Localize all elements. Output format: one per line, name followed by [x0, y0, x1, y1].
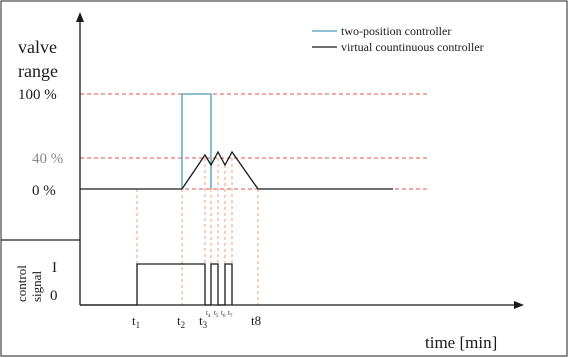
- y-tick-0: 0 %: [32, 183, 56, 199]
- time-label-t5: t5: [214, 309, 219, 319]
- time-label-t7: t7: [228, 309, 233, 319]
- y-tick-100: 100 %: [18, 87, 57, 103]
- control-signal-curve: [80, 264, 232, 305]
- legend-virtual-continuous-label: virtual countinuous controller: [341, 40, 484, 54]
- time-label-t1: t1: [132, 313, 140, 330]
- x-axis-arrow: [514, 301, 524, 309]
- legend-two-position-label: two-position controller: [341, 24, 451, 38]
- control-axis-label-line1: control: [14, 265, 29, 302]
- control-level-low: 0: [50, 288, 58, 304]
- x-axis-label: time [min]: [425, 333, 497, 352]
- two-position-curve: [182, 94, 211, 189]
- control-level-high: I: [52, 260, 57, 276]
- y-tick-40: 40 %: [32, 151, 63, 167]
- time-label-t2: t2: [177, 313, 185, 330]
- time-label-t6: t6: [221, 309, 226, 319]
- time-label-t4: t4: [206, 309, 211, 319]
- y-axis-label-line2: range: [18, 61, 58, 81]
- y-axis-arrow: [76, 12, 84, 22]
- time-marker-lines: [137, 158, 258, 305]
- y-axis-label-line1: valve: [18, 37, 57, 57]
- control-axis-label-line2: signal: [29, 271, 44, 302]
- time-label-t8: t8: [251, 313, 261, 328]
